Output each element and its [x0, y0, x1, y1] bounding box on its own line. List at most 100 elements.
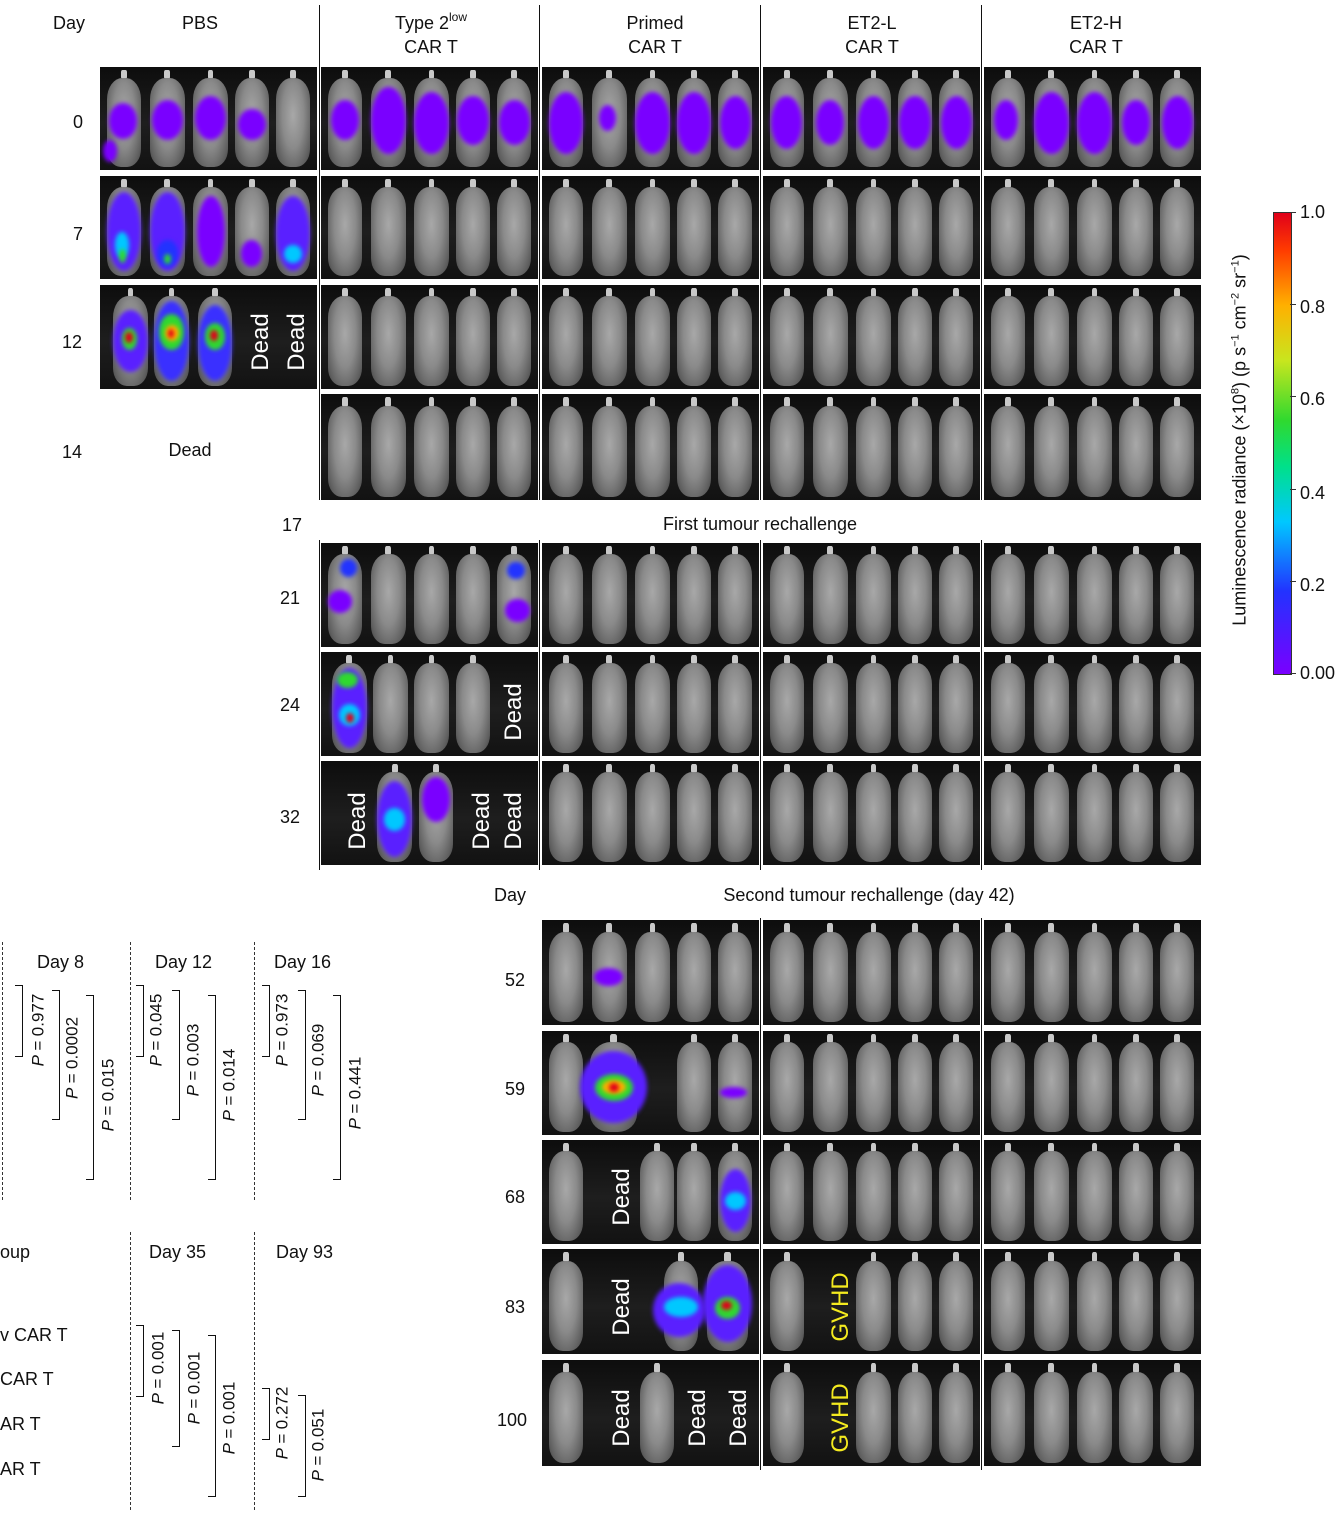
mouse	[549, 1042, 584, 1131]
p-value: P = 0.977	[30, 994, 47, 1067]
mouse	[898, 296, 933, 385]
mouse	[592, 663, 627, 752]
colorbar-tick	[1290, 212, 1296, 213]
imaging-panel: Dead	[542, 1140, 759, 1244]
column-divider	[760, 5, 761, 500]
imaging-panel	[542, 652, 759, 756]
day-column-header: Day	[53, 14, 85, 32]
mouse	[898, 663, 933, 752]
imaging-panel	[763, 1140, 980, 1244]
mouse	[1077, 78, 1112, 167]
dead-label: Dead	[610, 1390, 634, 1447]
mouse	[635, 932, 670, 1022]
colorbar-tick-label: 0.8	[1300, 298, 1325, 316]
mouse	[718, 663, 753, 752]
mouse	[770, 932, 805, 1022]
mouse	[193, 78, 228, 167]
mouse	[770, 554, 805, 643]
mouse	[1077, 1042, 1112, 1131]
mouse	[813, 663, 848, 752]
mouse	[635, 554, 670, 643]
mouse	[332, 663, 367, 752]
imaging-panel	[763, 652, 980, 756]
mouse	[939, 1042, 974, 1131]
comparison-bracket	[208, 995, 216, 1180]
mouse	[371, 406, 406, 497]
mouse	[113, 296, 148, 385]
p-value: P = 0.001	[221, 1382, 238, 1455]
mouse	[635, 772, 670, 861]
column-divider	[760, 918, 761, 1470]
day-label: 12	[62, 333, 82, 351]
mouse	[1077, 406, 1112, 497]
imaging-panel	[984, 285, 1201, 389]
mouse	[328, 187, 363, 276]
mouse	[1119, 1372, 1154, 1463]
imaging-panel: Dead	[542, 1249, 759, 1354]
mouse	[939, 78, 974, 167]
mouse	[1077, 554, 1112, 643]
mouse	[1077, 932, 1112, 1022]
mouse	[718, 1151, 753, 1240]
column-divider	[319, 540, 320, 870]
imaging-panel	[984, 1140, 1201, 1244]
colorbar-tick	[1290, 489, 1296, 490]
mouse	[770, 1151, 805, 1240]
dead-label: Dead	[249, 314, 273, 371]
mouse	[898, 78, 933, 167]
mouse	[635, 187, 670, 276]
mouse	[707, 1261, 748, 1351]
dashed-divider	[2, 942, 3, 1200]
mouse	[1119, 78, 1154, 167]
mouse	[718, 406, 753, 497]
mouse	[150, 78, 185, 167]
mouse	[371, 554, 406, 643]
imaging-panel	[763, 394, 980, 500]
mouse	[1077, 296, 1112, 385]
mouse	[1160, 932, 1195, 1022]
mouse	[813, 296, 848, 385]
day-label: 52	[505, 971, 525, 989]
imaging-panel	[763, 67, 980, 170]
p-value: P = 0.0002	[64, 1017, 81, 1099]
mouse	[1077, 663, 1112, 752]
comparison-bracket	[298, 1395, 306, 1497]
mouse	[456, 554, 491, 643]
mouse	[770, 78, 805, 167]
day-label: 68	[505, 1188, 525, 1206]
stats-day-label: Day 93	[276, 1243, 333, 1261]
mouse	[198, 296, 233, 385]
imaging-panel: GVHD	[763, 1360, 980, 1466]
mouse	[813, 78, 848, 167]
mouse	[991, 663, 1026, 752]
mouse	[1160, 1042, 1195, 1131]
stats-day-label: Day 35	[149, 1243, 206, 1261]
legend-item: AR T	[0, 1415, 41, 1433]
mouse	[107, 187, 142, 276]
imaging-panel	[542, 543, 759, 647]
mouse	[856, 772, 891, 861]
mouse	[414, 406, 449, 497]
comparison-bracket	[136, 985, 144, 1057]
mouse	[1077, 772, 1112, 861]
imaging-panel	[542, 920, 759, 1025]
mouse	[497, 296, 532, 385]
imaging-panel	[984, 1031, 1201, 1135]
imaging-panel	[321, 285, 538, 389]
mouse	[856, 663, 891, 752]
dead-label: Dead	[470, 793, 494, 850]
p-value: P = 0.015	[100, 1059, 117, 1132]
imaging-panel	[542, 176, 759, 279]
mouse	[813, 187, 848, 276]
mouse	[549, 1372, 584, 1463]
mouse	[414, 296, 449, 385]
mouse	[677, 1042, 712, 1131]
imaging-panel	[763, 920, 980, 1025]
mouse	[590, 1042, 638, 1131]
day-label: 32	[280, 808, 300, 826]
mouse	[640, 1151, 675, 1240]
imaging-panel: GVHD	[763, 1249, 980, 1354]
column-divider	[539, 5, 540, 500]
mouse	[107, 78, 142, 167]
mouse	[154, 296, 189, 385]
